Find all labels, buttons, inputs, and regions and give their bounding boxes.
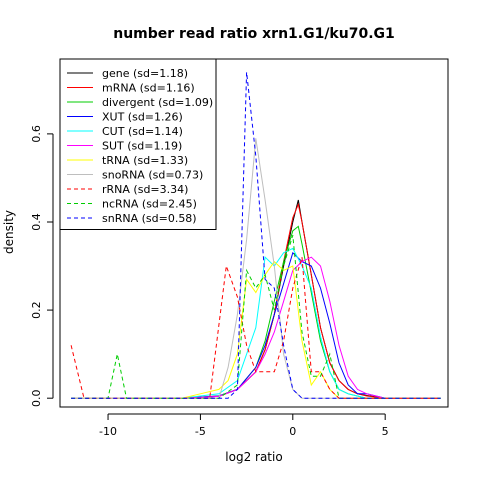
- y-tick-label: 0.0: [30, 389, 43, 407]
- legend-label-7: snoRNA (sd=0.73): [102, 169, 203, 182]
- legend-label-0: gene (sd=1.18): [102, 67, 188, 80]
- legend-label-10: snRNA (sd=0.58): [102, 212, 197, 225]
- plot-frame: [59, 58, 449, 408]
- x-tick-label: 0: [289, 425, 296, 438]
- y-tick-label: 0.6: [30, 125, 43, 143]
- series-line-8: [70, 257, 441, 399]
- x-tick-label: 5: [382, 425, 389, 438]
- density-curves: [70, 72, 441, 399]
- series-line-5: [71, 256, 441, 399]
- legend-label-8: rRNA (sd=3.34): [102, 183, 188, 196]
- series-line-7: [71, 138, 441, 399]
- y-tick-label: 0.4: [30, 213, 43, 231]
- axes: -10 -5 0 5 0.0 0.2 0.4 0.6: [30, 125, 389, 438]
- legend-label-2: divergent (sd=1.09): [102, 96, 213, 109]
- legend-label-1: mRNA (sd=1.16): [102, 82, 195, 95]
- y-tick-label: 0.2: [30, 301, 43, 319]
- series-line-4: [71, 247, 441, 399]
- chart-title: number read ratio xrn1.G1/ku70.G1: [113, 26, 395, 42]
- series-line-6: [71, 260, 441, 399]
- x-axis-label: log2 ratio: [225, 450, 282, 464]
- series-line-9: [71, 235, 441, 399]
- series-line-3: [71, 251, 441, 399]
- legend-label-3: XUT (sd=1.26): [102, 111, 183, 124]
- y-axis-label: density: [2, 210, 16, 254]
- series-line-10: [71, 72, 441, 399]
- legend-label-6: tRNA (sd=1.33): [102, 154, 188, 167]
- legend: gene (sd=1.18) mRNA (sd=1.16)divergent (s…: [59, 58, 217, 230]
- legend-label-5: SUT (sd=1.19): [102, 140, 182, 153]
- legend-label-9: ncRNA (sd=2.45): [102, 198, 197, 211]
- x-tick-label: -10: [99, 425, 117, 438]
- legend-label-4: CUT (sd=1.14): [102, 125, 183, 138]
- x-tick-label: -5: [195, 425, 206, 438]
